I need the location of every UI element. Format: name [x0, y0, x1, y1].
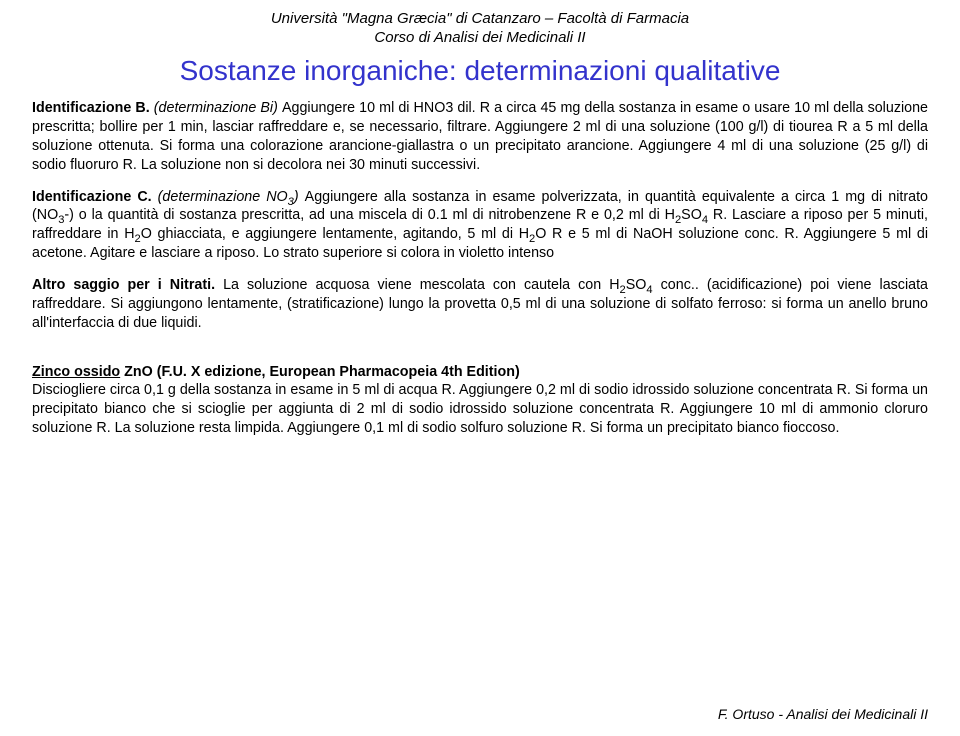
university-line-2: Corso di Analisi dei Medicinali II [32, 29, 928, 48]
ident-c-seg6: O ghiacciata, e aggiungere lentamente, a… [141, 226, 529, 242]
university-line-1: Università "Magna Græcia" di Catanzaro –… [32, 10, 928, 29]
ident-c-seg4: SO [681, 207, 702, 223]
nitrati-seg2: SO [626, 277, 647, 293]
paragraph-zinc: Zinco ossido ZnO (F.U. X edizione, Europ… [32, 363, 928, 438]
paragraph-ident-b: Identificazione B. (determinazione Bi) A… [32, 99, 928, 174]
nitrati-seg1: La soluzione acquosa viene mescolata con… [215, 277, 620, 293]
paragraph-nitrati: Altro saggio per i Nitrati. La soluzione… [32, 276, 928, 333]
ident-c-sub-close: ) [294, 189, 305, 205]
page-footer: F. Ortuso - Analisi dei Medicinali II [718, 706, 928, 722]
ident-c-sub-open: (determinazione NO [152, 189, 288, 205]
ident-c-seg3: -) o la quantità di sostanza prescritta,… [64, 207, 675, 223]
nitrati-label: Altro saggio per i Nitrati. [32, 277, 215, 293]
document-page: Università "Magna Græcia" di Catanzaro –… [0, 0, 960, 736]
zinc-label: Zinco ossido [32, 364, 120, 380]
ident-c-label: Identificazione C. [32, 189, 152, 205]
ident-b-sub: (determinazione Bi) [150, 100, 282, 116]
page-header: Università "Magna Græcia" di Catanzaro –… [32, 10, 928, 87]
zinc-formula: ZnO (F.U. X edizione, European Pharmacop… [120, 364, 520, 380]
page-title: Sostanze inorganiche: determinazioni qua… [32, 54, 928, 88]
ident-b-label: Identificazione B. [32, 100, 150, 116]
paragraph-ident-c: Identificazione C. (determinazione NO3) … [32, 188, 928, 263]
document-body: Identificazione B. (determinazione Bi) A… [32, 99, 928, 438]
zinc-body: Disciogliere circa 0,1 g della sostanza … [32, 382, 928, 436]
